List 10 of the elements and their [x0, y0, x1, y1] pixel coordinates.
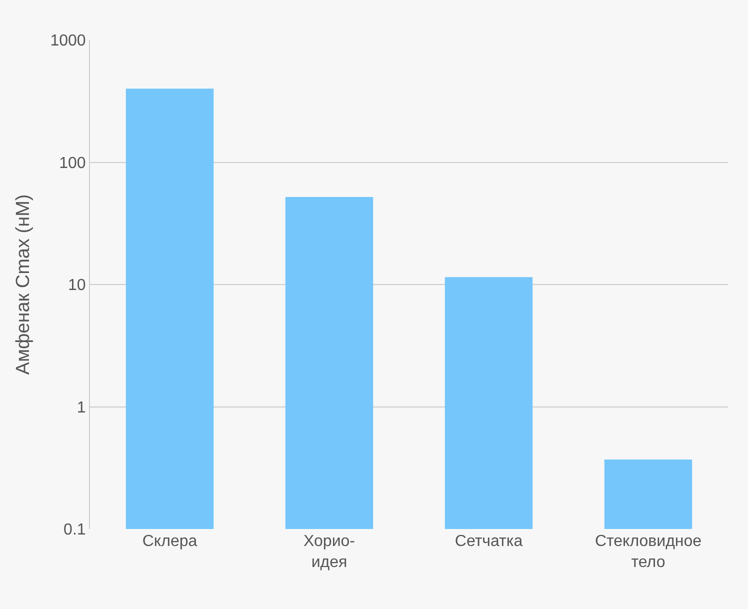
- y-tick-label: 1000: [50, 32, 86, 50]
- x-tick-label: Хорио- идея: [304, 533, 355, 571]
- y-tick-label: 1: [76, 399, 86, 416]
- x-tick-label: Стекловидное тело: [594, 533, 702, 571]
- y-axis-title: Амфенак Cmax (нМ): [13, 194, 34, 375]
- x-tick-label: Сетчатка: [454, 533, 523, 550]
- y-tick-label: 10: [68, 277, 86, 294]
- y-tick-label: 0.1: [64, 522, 86, 539]
- x-tick-label: Склера: [142, 533, 198, 550]
- y-tick-label: 100: [59, 154, 86, 172]
